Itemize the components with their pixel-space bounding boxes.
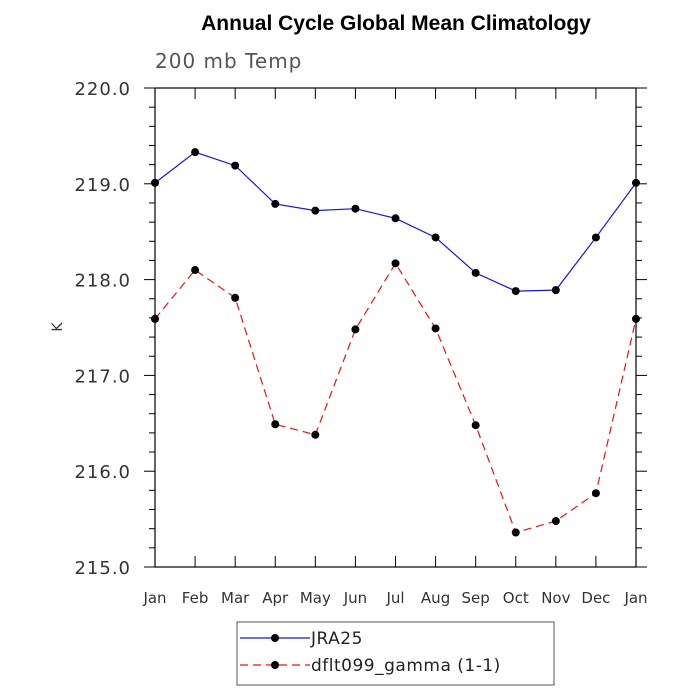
series-2-point bbox=[511, 528, 520, 537]
y-tick-label: 220.0 bbox=[74, 79, 131, 100]
series-1-point bbox=[511, 287, 520, 296]
y-tick-label: 216.0 bbox=[74, 462, 131, 483]
y-tick-label: 218.0 bbox=[74, 271, 131, 292]
legend-label-1: JRA25 bbox=[310, 629, 363, 649]
y-tick-label: 217.0 bbox=[74, 366, 131, 387]
y-tick-label: 215.0 bbox=[74, 558, 131, 579]
chart-title: Annual Cycle Global Mean Climatology bbox=[201, 12, 591, 35]
x-tick-label: Jun bbox=[343, 589, 367, 607]
x-tick-label: Jan bbox=[623, 589, 647, 607]
chart-subtitle: 200 mb Temp bbox=[155, 49, 302, 73]
series-1-point bbox=[431, 233, 440, 242]
series-layer bbox=[151, 148, 640, 537]
x-tick-label: Apr bbox=[262, 589, 289, 607]
y-tick-label: 219.0 bbox=[74, 175, 131, 196]
series-1-point bbox=[231, 161, 240, 170]
x-tick-label: Dec bbox=[581, 589, 610, 607]
x-tick-label: Feb bbox=[182, 589, 209, 607]
series-1-point bbox=[271, 199, 280, 208]
series-2-point bbox=[151, 314, 159, 323]
x-tick-label: Aug bbox=[421, 589, 450, 607]
series-2-point bbox=[191, 266, 200, 275]
x-tick-label: Jul bbox=[385, 589, 404, 607]
legend-marker-2 bbox=[271, 661, 279, 669]
series-1-point bbox=[591, 233, 600, 242]
x-tick-labels: Jan Feb Mar Apr May Jun Jul Aug Sep Oct Nov Dec Jan bbox=[142, 589, 647, 607]
series-2-point bbox=[471, 421, 480, 430]
series-1-point bbox=[391, 214, 400, 223]
series-2-point bbox=[351, 325, 360, 334]
x-tick-label: Sep bbox=[462, 589, 490, 607]
series-2-point bbox=[551, 517, 560, 526]
series-1-point bbox=[632, 178, 640, 187]
series-1-point bbox=[551, 286, 560, 295]
x-tick-label: May bbox=[300, 589, 331, 607]
legend-label-2: dflt099_gamma (1-1) bbox=[311, 656, 501, 676]
series-2-point bbox=[391, 259, 400, 268]
series-2-point bbox=[271, 420, 280, 429]
series-1-point bbox=[151, 178, 159, 187]
series-1-point bbox=[351, 204, 360, 213]
legend: JRA25 dflt099_gamma (1-1) bbox=[236, 621, 555, 686]
x-tick-label: Jan bbox=[142, 589, 166, 607]
series-2-point bbox=[231, 293, 240, 302]
series-2-point bbox=[311, 430, 320, 439]
series-1-point bbox=[311, 206, 320, 215]
series-1-point bbox=[471, 268, 480, 277]
plot-frame bbox=[154, 87, 637, 568]
series-2-point bbox=[591, 489, 600, 498]
series-line-2 bbox=[154, 262, 637, 534]
y-axis-label: K bbox=[50, 322, 66, 332]
legend-items: JRA25 dflt099_gamma (1-1) bbox=[240, 629, 501, 676]
y-tick-labels: 215.0 216.0 217.0 218.0 219.0 220.0 bbox=[74, 79, 131, 579]
legend-box bbox=[236, 621, 555, 686]
legend-marker-1 bbox=[271, 634, 279, 642]
series-2-point bbox=[632, 314, 640, 323]
series-2-point bbox=[431, 324, 440, 333]
x-tick-label: Mar bbox=[221, 589, 250, 607]
x-tick-label: Oct bbox=[503, 589, 529, 607]
series-1-point bbox=[191, 148, 200, 157]
axis-ticks bbox=[144, 87, 647, 568]
x-tick-label: Nov bbox=[541, 589, 570, 607]
